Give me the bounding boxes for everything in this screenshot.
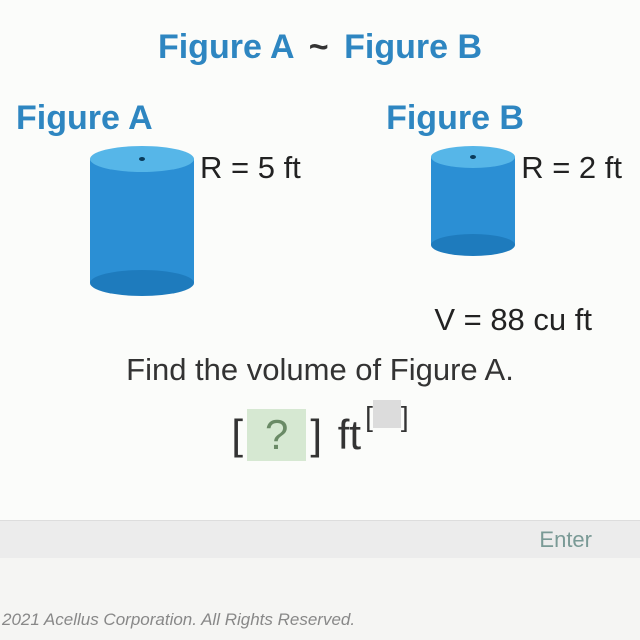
figure-b-shape: R = 2 ft	[431, 146, 622, 256]
figure-a-label: Figure A	[16, 99, 153, 138]
copyright-footer: 2021 Acellus Corporation. All Rights Res…	[0, 610, 355, 630]
question-prompt: Find the volume of Figure A.	[10, 352, 630, 388]
title-figure-b: Figure B	[344, 28, 482, 66]
cylinder-a	[90, 146, 194, 296]
answer-input[interactable]: ?	[247, 409, 306, 461]
similarity-title: Figure A ~ Figure B	[10, 28, 630, 67]
tilde-symbol: ~	[303, 28, 335, 66]
unit-label: ft	[334, 411, 365, 458]
enter-bar: Enter	[0, 520, 640, 558]
figure-labels-row: Figure A Figure B	[10, 99, 630, 138]
exp-left-bracket: [	[365, 401, 373, 432]
left-bracket: [	[231, 411, 243, 458]
problem-area: Figure A ~ Figure B Figure A Figure B R …	[0, 0, 640, 556]
figure-b-label: Figure B	[386, 99, 524, 138]
right-bracket: ]	[310, 411, 322, 458]
title-figure-a: Figure A	[158, 28, 293, 66]
volume-b-label: V = 88 cu ft	[10, 302, 630, 338]
radius-b-label: R = 2 ft	[521, 150, 622, 186]
figure-a-shape: R = 5 ft	[90, 146, 301, 296]
center-dot-a	[139, 157, 145, 161]
shapes-row: R = 5 ft R = 2 ft	[10, 146, 630, 296]
exp-right-bracket: ]	[401, 401, 409, 432]
enter-button[interactable]: Enter	[539, 527, 592, 553]
radius-a-label: R = 5 ft	[200, 150, 301, 186]
answer-row: [?] ft[]	[10, 406, 630, 461]
center-dot-b	[470, 155, 476, 159]
cylinder-b	[431, 146, 515, 256]
exponent-input[interactable]	[373, 400, 401, 428]
